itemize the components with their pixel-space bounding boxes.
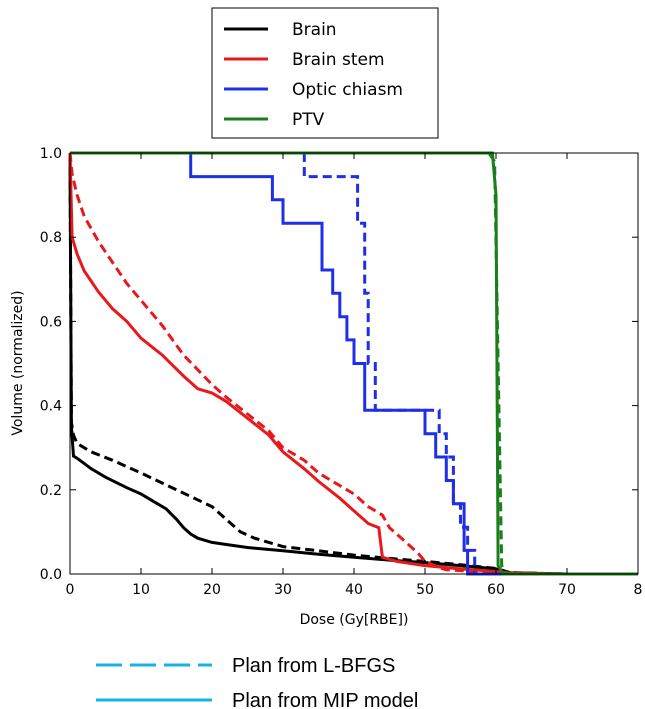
series-legend: Brain Brain stem Optic chiasm PTV	[211, 7, 439, 139]
y-tick-label: 0.0	[40, 567, 62, 583]
legend-label-brain-stem: Brain stem	[292, 50, 385, 70]
legend-label-ptv: PTV	[292, 110, 325, 130]
x-tick-label: 40	[345, 582, 363, 598]
series-line-brain-stem-mip	[68, 152, 638, 576]
x-tick-label: 60	[487, 582, 505, 598]
x-tick-label: 0	[66, 582, 75, 598]
style-legend-label-mip: Plan from MIP model	[232, 690, 418, 709]
x-tick-label: 50	[416, 582, 434, 598]
plot-area: 0 10 20 30 40 50 60 70 8 0.0 0.2 0.4 0.6 0.8 1.0	[40, 146, 643, 598]
x-tick-label: 70	[558, 582, 576, 598]
series-line-optic-chiasm-mip	[189, 153, 638, 576]
x-tick-label: 8	[634, 582, 643, 598]
series-line-optic-chiasm-lbfgs	[302, 153, 638, 576]
series-layer	[68, 151, 638, 576]
ticks-layer: 0 10 20 30 40 50 60 70 8 0.0 0.2 0.4 0.6 0.8 1.0	[40, 146, 643, 598]
x-axis-label: Dose (Gy[RBE])	[300, 612, 409, 628]
x-tick-label: 20	[203, 582, 221, 598]
y-tick-label: 0.2	[40, 483, 62, 499]
legend-label-optic-chiasm: Optic chiasm	[292, 80, 403, 100]
style-legend-label-lbfgs: Plan from L-BFGS	[232, 655, 395, 677]
legend-label-brain: Brain	[292, 20, 337, 40]
plan-style-legend: Plan from L-BFGS Plan from MIP model	[96, 655, 418, 709]
y-tick-label: 1.0	[40, 146, 62, 162]
x-tick-label: 10	[132, 582, 150, 598]
y-tick-label: 0.6	[40, 314, 62, 330]
y-tick-label: 0.8	[40, 230, 62, 246]
x-tick-label: 30	[274, 582, 292, 598]
y-tick-label: 0.4	[40, 399, 62, 415]
series-line-brain-stem-lbfgs	[68, 152, 638, 576]
y-axis-label: Volume (normalized)	[10, 290, 26, 435]
series-line-brain-lbfgs	[68, 152, 638, 576]
